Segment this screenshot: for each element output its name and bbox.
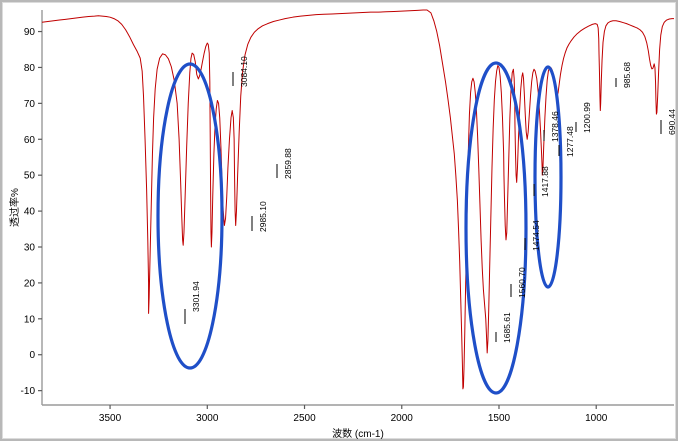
spectrum-trace	[41, 9, 674, 390]
y-tick-label: 50	[24, 171, 36, 182]
y-tick-label: 30	[24, 243, 36, 254]
peak-690-label: 690.44	[667, 109, 677, 135]
y-tick-label: 60	[24, 135, 36, 146]
peak-1685-label: 1685.61	[502, 312, 512, 343]
y-tick-label: 10	[24, 314, 36, 325]
peak-1378-label: 1378.46	[550, 111, 560, 142]
highlight-amide-region	[464, 61, 528, 395]
x-tick-label: 1500	[488, 413, 511, 424]
y-tick-label: 40	[24, 207, 36, 218]
x-tick-label: 2500	[293, 413, 316, 424]
y-tick-label: 20	[24, 278, 36, 289]
peak-3084-label: 3084.10	[239, 56, 249, 87]
highlight-oh-nh-region	[156, 62, 224, 370]
y-tick-label: 0	[29, 350, 35, 361]
peak-985-label: 985.68	[622, 62, 632, 88]
x-tick-label: 2000	[391, 413, 414, 424]
y-tick-label: 90	[24, 27, 36, 38]
x-axis-title: 波数 (cm-1)	[332, 427, 384, 440]
y-axis-title: 透过率%	[8, 188, 21, 227]
peak-1417-label: 1417.88	[540, 166, 550, 197]
x-tick-label: 3500	[99, 413, 122, 424]
peak-1277-label: 1277.48	[565, 126, 575, 157]
peak-1200-label: 1200.99	[582, 102, 592, 133]
peak-2985-label: 2985.10	[258, 201, 268, 232]
y-tick-label: 80	[24, 63, 36, 74]
peak-1474-label: 1474.54	[531, 220, 541, 251]
y-tick-label: 70	[24, 99, 36, 110]
y-tick-label: -10	[21, 386, 36, 397]
highlight-small-region	[533, 65, 563, 289]
peak-3301-label: 3301.94	[191, 281, 201, 312]
peak-1560-label: 1560.70	[517, 267, 527, 298]
x-tick-label: 1000	[585, 413, 608, 424]
peak-2859-label: 2859.88	[283, 148, 293, 179]
x-tick-label: 3000	[196, 413, 219, 424]
